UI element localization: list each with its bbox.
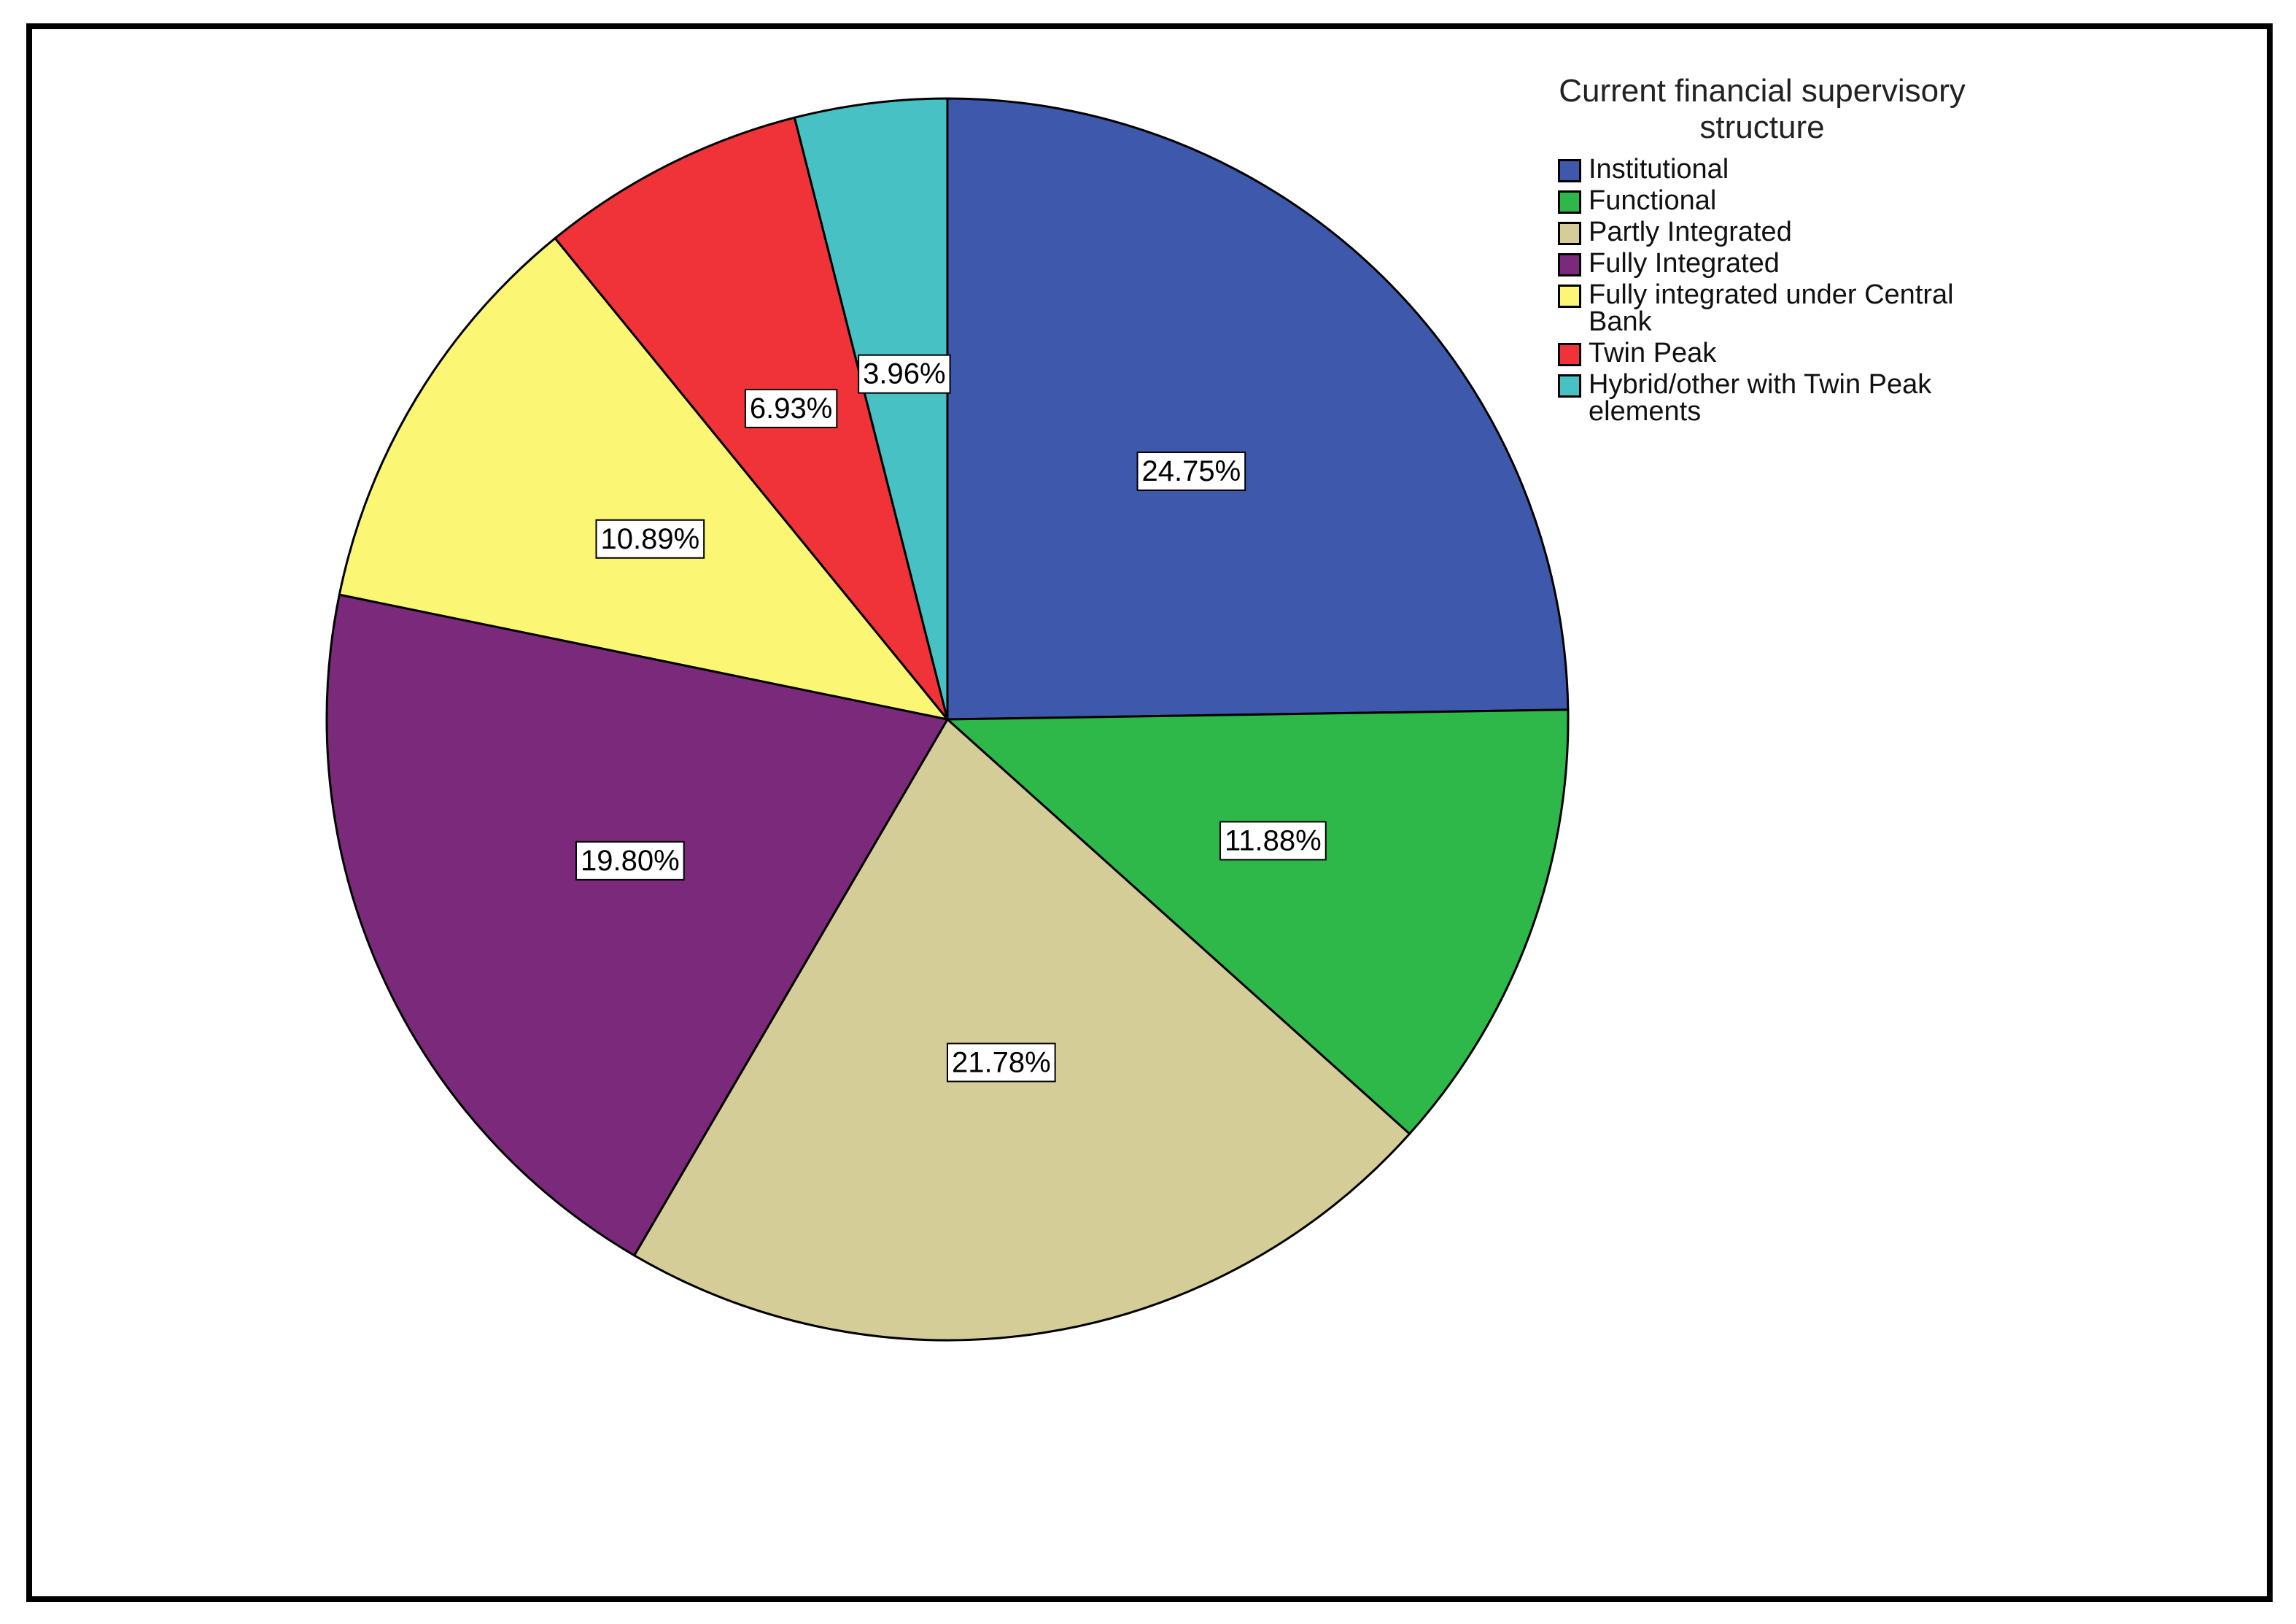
legend-swatch: [1558, 190, 1581, 214]
value-label-box: [1136, 451, 1246, 491]
legend-swatch: [1558, 285, 1581, 308]
value-label: 6.93%: [750, 393, 832, 425]
pie-slice: [945, 708, 1570, 1136]
legend-swatch: [1558, 343, 1581, 366]
legend-swatch: [1558, 159, 1581, 182]
legend-swatch: [1558, 374, 1581, 398]
legend-item: Fully integrated under Central Bank: [1558, 279, 1996, 337]
value-label-box: [744, 388, 838, 428]
legend-item: Institutional: [1558, 154, 1996, 185]
chart-frame: [26, 23, 2273, 1602]
value-label: 24.75%: [1142, 455, 1241, 487]
legend-item: Twin Peak: [1558, 338, 1996, 368]
legend-label: Functional: [1589, 185, 1717, 216]
value-label-box: [595, 519, 705, 559]
value-label: 10.89%: [600, 523, 699, 555]
legend-title: Current financial supervisory structure: [1559, 73, 1966, 145]
legend-label: Hybrid/other with Twin Peak elements: [1589, 369, 1932, 427]
pie-slice: [946, 97, 1570, 721]
legend-item: Functional: [1558, 187, 1996, 214]
value-label-box: [1219, 821, 1327, 861]
legend-swatch: [1558, 222, 1581, 245]
legend-swatch: [1558, 253, 1581, 277]
legend: Current financial supervisory structure …: [1558, 73, 1996, 430]
value-label: 11.88%: [1225, 824, 1322, 857]
pie-slice: [325, 593, 950, 1257]
legend-item: Hybrid/other with Twin Peak elements: [1558, 371, 1996, 425]
legend-item: Fully Integrated: [1558, 250, 1996, 277]
pie-slice: [793, 97, 949, 720]
legend-label: Institutional: [1589, 154, 1729, 185]
legend-label: Fully integrated under Central Bank: [1589, 279, 1954, 337]
legend-label: Partly Integrated: [1589, 217, 1792, 247]
legend-label: Twin Peak: [1589, 338, 1717, 368]
value-label: 3.96%: [863, 358, 945, 390]
legend-item: Partly Integrated: [1558, 217, 1996, 247]
value-label-box: [946, 1043, 1056, 1083]
pie-slice: [632, 717, 1411, 1342]
value-label-box: [575, 840, 685, 881]
value-label: 21.78%: [952, 1046, 1051, 1078]
pie-slice: [338, 236, 950, 722]
legend-label: Fully Integrated: [1589, 248, 1780, 279]
value-label-box: [858, 354, 951, 394]
value-label: 19.80%: [581, 845, 680, 877]
